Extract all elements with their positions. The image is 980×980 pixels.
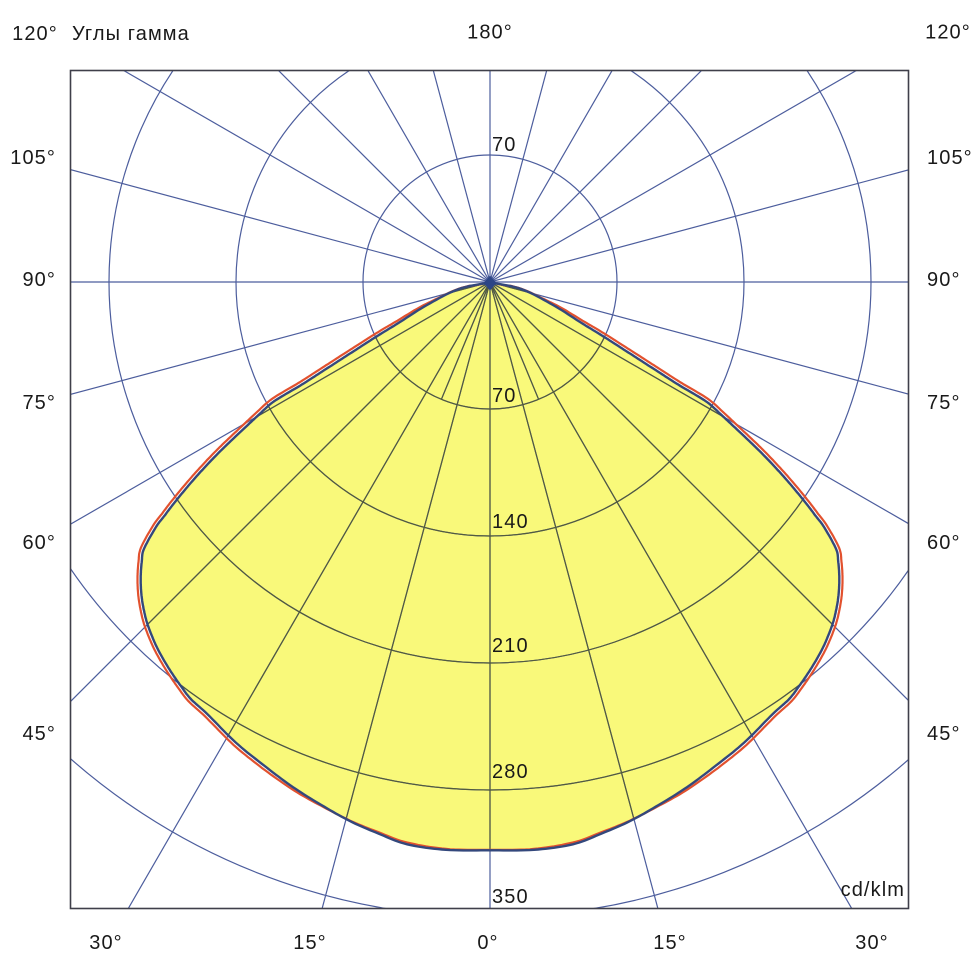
- svg-text:140: 140: [492, 511, 529, 533]
- svg-text:120°: 120°: [925, 22, 971, 44]
- svg-text:30°: 30°: [89, 932, 123, 954]
- svg-text:15°: 15°: [653, 932, 687, 954]
- svg-text:105°: 105°: [927, 147, 973, 169]
- svg-text:180°: 180°: [467, 22, 513, 44]
- svg-text:30°: 30°: [855, 932, 889, 954]
- svg-text:75°: 75°: [22, 392, 56, 414]
- svg-text:45°: 45°: [22, 723, 56, 745]
- svg-text:15°: 15°: [293, 932, 327, 954]
- svg-text:60°: 60°: [22, 532, 56, 554]
- svg-text:0°: 0°: [477, 932, 498, 954]
- svg-text:105°: 105°: [10, 147, 56, 169]
- svg-text:90°: 90°: [22, 269, 56, 291]
- svg-text:70: 70: [492, 134, 516, 156]
- svg-text:60°: 60°: [927, 532, 961, 554]
- svg-text:350: 350: [492, 886, 529, 908]
- svg-text:120°: 120°: [12, 23, 58, 45]
- svg-text:45°: 45°: [927, 723, 961, 745]
- svg-text:90°: 90°: [927, 269, 961, 291]
- svg-text:cd/klm: cd/klm: [841, 879, 905, 901]
- svg-text:70: 70: [492, 385, 516, 407]
- svg-text:Углы гамма: Углы гамма: [72, 23, 190, 45]
- svg-text:75°: 75°: [927, 392, 961, 414]
- svg-text:210: 210: [492, 635, 529, 657]
- svg-text:280: 280: [492, 761, 529, 783]
